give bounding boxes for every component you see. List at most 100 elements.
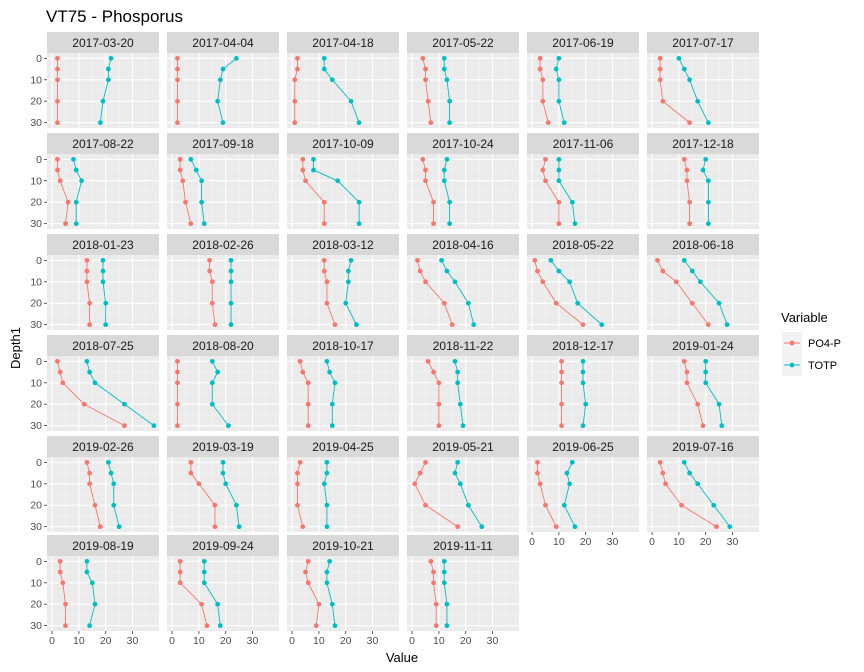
data-point-po4-p xyxy=(441,300,447,306)
data-point-totp xyxy=(329,423,335,429)
facet-strip-label: 2019-08-19 xyxy=(72,539,134,553)
data-point-totp xyxy=(217,77,223,83)
data-point-po4-p xyxy=(713,524,719,530)
facet-panel: 2019-03-19 xyxy=(167,436,279,532)
data-point-po4-p xyxy=(657,77,663,83)
data-point-totp xyxy=(705,199,711,205)
data-point-po4-p xyxy=(535,459,540,465)
x-tick-label: 20 xyxy=(100,635,112,647)
data-point-totp xyxy=(87,369,93,375)
data-point-totp xyxy=(695,98,701,104)
y-tick-label: 30 xyxy=(30,420,42,432)
facet-panel: 2018-05-22 xyxy=(527,234,639,330)
data-point-totp xyxy=(324,524,330,530)
data-point-po4-p xyxy=(84,459,90,465)
data-point-totp xyxy=(228,257,234,263)
data-point-po4-p xyxy=(295,55,300,61)
x-tick-label: 20 xyxy=(340,635,352,647)
data-point-totp xyxy=(217,623,223,629)
facet-panel: 2018-01-23 0 10 20 30 xyxy=(30,234,159,331)
data-point-po4-p xyxy=(177,569,183,575)
data-point-totp xyxy=(353,322,359,328)
data-point-po4-p xyxy=(553,300,559,306)
data-point-totp xyxy=(703,380,709,386)
data-point-po4-p xyxy=(684,178,690,184)
facet-panel: 2018-12-17 xyxy=(527,335,639,431)
facet-panel: 2019-05-21 xyxy=(407,436,519,532)
facet-strip-label: 2017-11-06 xyxy=(553,137,614,151)
data-point-po4-p xyxy=(559,423,564,429)
x-tick-label: 10 xyxy=(673,536,685,548)
data-point-po4-p xyxy=(559,401,564,407)
y-tick-label: 10 xyxy=(30,377,42,389)
data-point-po4-p xyxy=(207,257,213,263)
data-point-po4-p xyxy=(321,199,327,205)
facet-strip xyxy=(527,234,639,255)
facet-strip-label: 2017-04-04 xyxy=(192,36,254,50)
facet-panel: 2017-03-20 0 10 20 30 xyxy=(30,32,159,129)
data-point-totp xyxy=(335,178,341,184)
data-point-po4-p xyxy=(543,178,548,184)
x-tick-label: 0 xyxy=(49,635,55,647)
data-point-po4-p xyxy=(321,221,327,227)
data-point-po4-p xyxy=(663,481,668,487)
facet-panel: 2017-12-18 xyxy=(647,133,759,229)
data-point-po4-p xyxy=(543,156,548,162)
data-point-po4-p xyxy=(660,268,666,274)
data-point-po4-p xyxy=(321,268,327,274)
data-point-totp xyxy=(201,221,207,227)
data-point-totp xyxy=(220,459,226,465)
data-point-po4-p xyxy=(175,401,180,407)
data-point-totp xyxy=(553,66,559,72)
facet-panel: 2018-08-20 xyxy=(167,335,279,431)
x-tick-label: 30 xyxy=(367,635,379,647)
facet-strip-label: 2018-07-25 xyxy=(72,339,134,353)
data-point-po4-p xyxy=(292,120,298,126)
data-point-totp xyxy=(220,120,226,126)
data-point-totp xyxy=(447,199,453,205)
data-point-po4-p xyxy=(305,380,311,386)
facet-panel: 2019-02-26 0 10 20 30 xyxy=(30,436,159,533)
facet-strip-label: 2018-04-16 xyxy=(432,238,494,252)
data-point-totp xyxy=(188,156,194,162)
data-point-totp xyxy=(105,459,111,465)
data-point-totp xyxy=(329,77,335,83)
facet-panel: 2018-10-17 xyxy=(287,335,399,431)
data-point-totp xyxy=(455,369,461,375)
data-point-po4-p xyxy=(84,257,90,263)
data-point-po4-p xyxy=(305,558,311,564)
data-point-po4-p xyxy=(657,66,663,72)
data-point-totp xyxy=(100,257,106,263)
data-point-totp xyxy=(332,623,338,629)
data-point-po4-p xyxy=(681,358,687,364)
data-point-po4-p xyxy=(87,481,93,487)
data-point-po4-p xyxy=(295,470,300,476)
y-tick-label: 10 xyxy=(30,74,42,86)
data-point-totp xyxy=(569,459,575,465)
data-point-po4-p xyxy=(423,77,428,83)
data-point-totp xyxy=(329,601,335,607)
data-point-po4-p xyxy=(300,369,306,375)
data-point-totp xyxy=(471,322,477,328)
data-point-po4-p xyxy=(212,322,218,328)
data-point-totp xyxy=(71,156,76,162)
data-point-totp xyxy=(719,423,725,429)
data-point-totp xyxy=(705,221,711,227)
data-point-totp xyxy=(220,66,226,72)
legend-title: Variable xyxy=(781,310,828,325)
data-point-totp xyxy=(561,502,567,508)
data-point-po4-p xyxy=(660,98,666,104)
data-point-po4-p xyxy=(428,558,434,564)
data-point-totp xyxy=(724,322,730,328)
x-tick-label: 10 xyxy=(193,635,205,647)
data-point-totp xyxy=(84,358,90,364)
facet-strip-label: 2019-09-24 xyxy=(192,539,254,553)
facet-strip xyxy=(47,535,159,556)
y-tick-label: 20 xyxy=(30,399,42,411)
data-point-po4-p xyxy=(324,279,330,285)
facet-strip xyxy=(167,32,279,53)
data-point-totp xyxy=(727,524,733,530)
facet-strip-label: 2017-08-22 xyxy=(72,137,134,151)
data-point-po4-p xyxy=(431,569,436,575)
data-point-totp xyxy=(332,380,338,386)
